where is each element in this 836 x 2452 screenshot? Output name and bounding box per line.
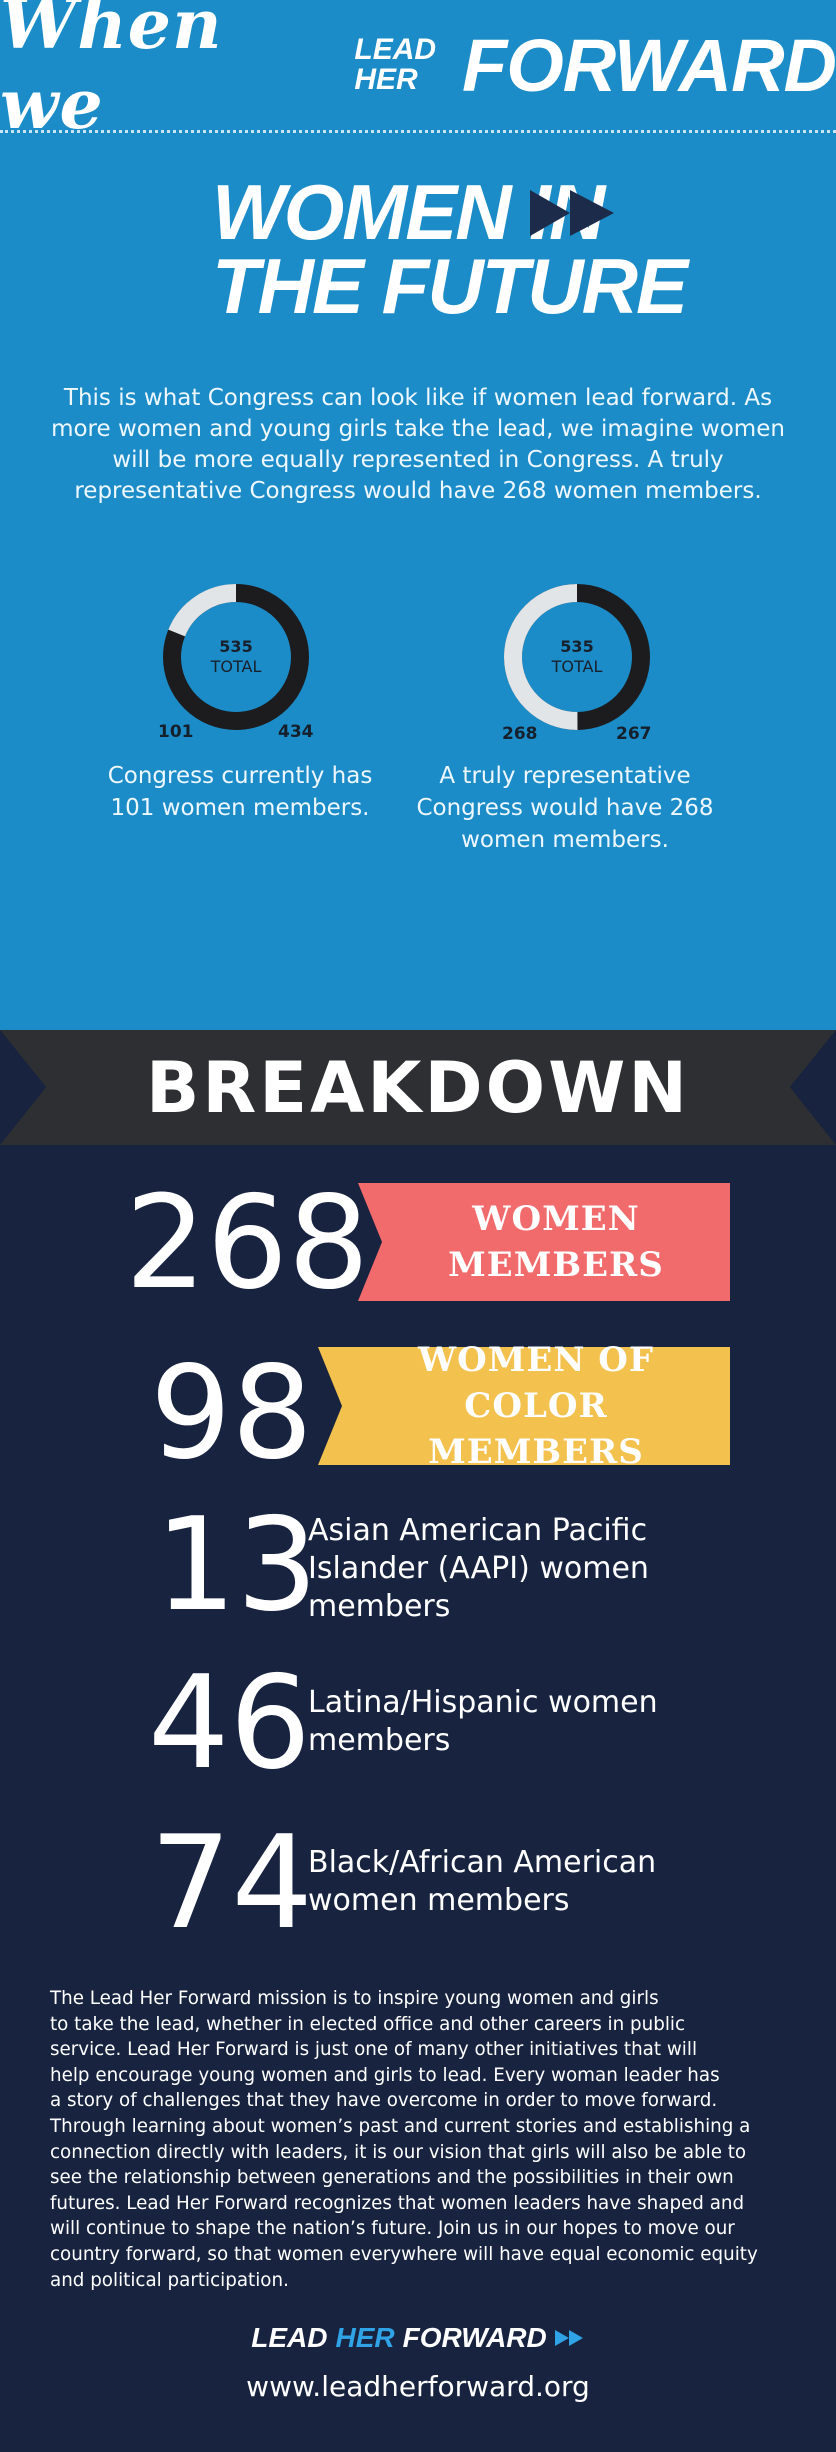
mission-line: help encourage young women and girls to … xyxy=(50,2064,720,2086)
footer-logo-lead: LEAD xyxy=(251,2322,328,2353)
header-forward: FORWARD xyxy=(462,23,836,107)
donut-current-caption: Congress currently has 101 women members… xyxy=(107,763,373,821)
donut-chart-representative-ring xyxy=(504,584,650,730)
mission-line: country forward, so that women everywher… xyxy=(50,2243,758,2265)
donut-representative-women-value: 268 xyxy=(502,724,538,744)
mission-line: will continue to shape the nation’s futu… xyxy=(50,2218,735,2240)
header-when-we: When we xyxy=(0,0,223,145)
women-members-label: WOMEN MEMBERS xyxy=(382,1183,730,1301)
women-of-color-ribbon xyxy=(318,1347,730,1465)
donut-representative-caption: A truly representative Congress would ha… xyxy=(416,763,714,853)
latina-line1: Latina/Hispanic women xyxy=(308,1685,658,1720)
women-members-label-line2: MEMBERS xyxy=(448,1245,664,1285)
mission-line: a story of challenges that they have ove… xyxy=(50,2090,718,2112)
hero-title-line2: THE FUTURE xyxy=(212,242,688,330)
stat-number-black: 74 xyxy=(150,1809,313,1958)
donut-current-women-value: 101 xyxy=(158,722,194,742)
donut-current-men-value: 434 xyxy=(278,722,314,742)
mission-line: and political participation. xyxy=(50,2269,289,2291)
breakdown-title: BREAKDOWN xyxy=(146,1046,690,1129)
footer-logo-her: HER xyxy=(335,2322,395,2353)
donut-chart-current: 535 TOTAL xyxy=(161,582,311,732)
hero-intro-text: This is what Congress can look like if w… xyxy=(51,385,785,504)
stat-number-women: 268 xyxy=(125,1169,370,1318)
aapi-line2: Islander (AAPI) women xyxy=(308,1551,649,1586)
header-her: HER xyxy=(354,63,418,96)
latina-line2: members xyxy=(308,1723,451,1758)
stat-number-aapi: 13 xyxy=(155,1491,318,1640)
stat-number-latina: 46 xyxy=(148,1649,311,1798)
aapi-line1: Asian American Pacific xyxy=(308,1513,648,1548)
footer-logo-forward: FORWARD xyxy=(402,2322,547,2353)
donut-chart-current-ring xyxy=(163,584,309,730)
stat-description-black: Black/African American women members xyxy=(308,1844,768,1920)
mission-line: The Lead Her Forward mission is to inspi… xyxy=(50,1988,659,2009)
mission-line: see the relationship between generations… xyxy=(50,2167,734,2189)
stat-number-women-of-color: 98 xyxy=(150,1339,313,1488)
donut-total-label: TOTAL xyxy=(551,657,603,676)
donut-segment-women xyxy=(163,584,309,730)
donut-total-label: TOTAL xyxy=(210,657,262,676)
stat-description-aapi: Asian American Pacific Islander (AAPI) w… xyxy=(308,1512,768,1626)
fast-forward-icon xyxy=(554,2330,583,2346)
donut-total-number: 535 xyxy=(219,637,253,656)
banner-ribbon-shape xyxy=(0,1030,836,1145)
header-lead: LEAD xyxy=(354,33,437,66)
mission-line: to take the lead, whether in elected off… xyxy=(50,2013,686,2035)
donut-total-number: 535 xyxy=(560,637,594,656)
mission-line: connection directly with leaders, it is … xyxy=(50,2141,747,2163)
hero-section: When we LEAD HER FORWARD WOMEN IN THE FU… xyxy=(0,0,836,1030)
header-lead-her-stack: LEAD HER xyxy=(354,35,436,95)
stat-description-latina: Latina/Hispanic women members xyxy=(308,1684,768,1760)
header: When we LEAD HER FORWARD xyxy=(0,0,836,145)
donut-representative-men-value: 267 xyxy=(616,724,652,744)
women-of-color-label-line1: WOMEN OF COLOR xyxy=(417,1340,655,1426)
aapi-line3: members xyxy=(308,1589,451,1624)
fast-forward-icon xyxy=(530,190,614,236)
women-of-color-label: WOMEN OF COLOR MEMBERS xyxy=(342,1340,730,1472)
black-line1: Black/African American xyxy=(308,1845,657,1880)
donut-segment-women xyxy=(504,584,650,730)
mission-line: futures. Lead Her Forward recognizes tha… xyxy=(50,2192,745,2214)
website-url[interactable]: www.leadherforward.org xyxy=(246,2370,590,2403)
breakdown-banner: BREAKDOWN xyxy=(0,1030,836,1145)
black-line2: women members xyxy=(308,1883,570,1918)
dotted-divider xyxy=(0,130,836,133)
women-of-color-label-line2: MEMBERS xyxy=(428,1432,644,1472)
donut-chart-representative: 535 TOTAL xyxy=(502,582,652,732)
mission-line: Through learning about women’s past and … xyxy=(50,2115,751,2137)
mission-line: service. Lead Her Forward is just one of… xyxy=(50,2039,698,2061)
mission-statement: The Lead Her Forward mission is to inspi… xyxy=(50,1986,800,2293)
women-members-label-line1: WOMEN xyxy=(472,1199,640,1239)
footer-logo: LEAD HER FORWARD xyxy=(0,2322,836,2354)
women-members-ribbon xyxy=(358,1183,730,1301)
